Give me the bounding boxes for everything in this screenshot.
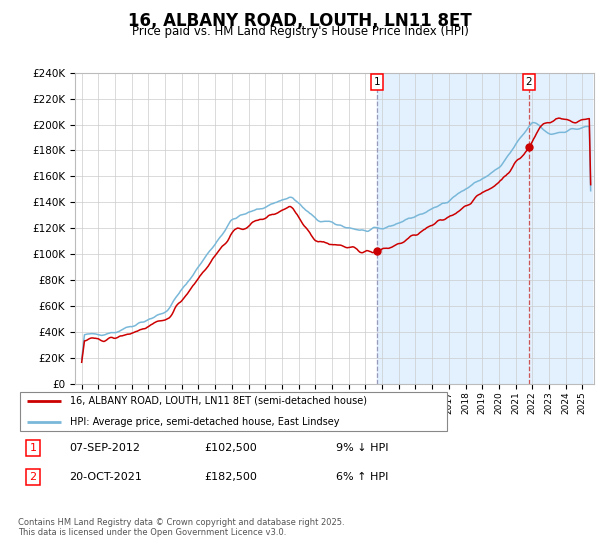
Text: 9% ↓ HPI: 9% ↓ HPI — [336, 443, 389, 453]
Text: 07-SEP-2012: 07-SEP-2012 — [69, 443, 140, 453]
Text: 2: 2 — [526, 77, 532, 87]
Bar — [377, 73, 592, 384]
Text: £102,500: £102,500 — [204, 443, 257, 453]
FancyBboxPatch shape — [20, 392, 447, 431]
Text: 6% ↑ HPI: 6% ↑ HPI — [336, 472, 388, 482]
Text: 1: 1 — [374, 77, 380, 87]
Text: Contains HM Land Registry data © Crown copyright and database right 2025.
This d: Contains HM Land Registry data © Crown c… — [18, 518, 344, 538]
Text: 16, ALBANY ROAD, LOUTH, LN11 8ET (semi-detached house): 16, ALBANY ROAD, LOUTH, LN11 8ET (semi-d… — [70, 396, 367, 406]
Text: 20-OCT-2021: 20-OCT-2021 — [69, 472, 142, 482]
Text: 1: 1 — [29, 443, 37, 453]
Text: HPI: Average price, semi-detached house, East Lindsey: HPI: Average price, semi-detached house,… — [70, 417, 340, 427]
Text: 2: 2 — [29, 472, 37, 482]
Text: Price paid vs. HM Land Registry's House Price Index (HPI): Price paid vs. HM Land Registry's House … — [131, 25, 469, 38]
Text: £182,500: £182,500 — [204, 472, 257, 482]
Text: 16, ALBANY ROAD, LOUTH, LN11 8ET: 16, ALBANY ROAD, LOUTH, LN11 8ET — [128, 12, 472, 30]
